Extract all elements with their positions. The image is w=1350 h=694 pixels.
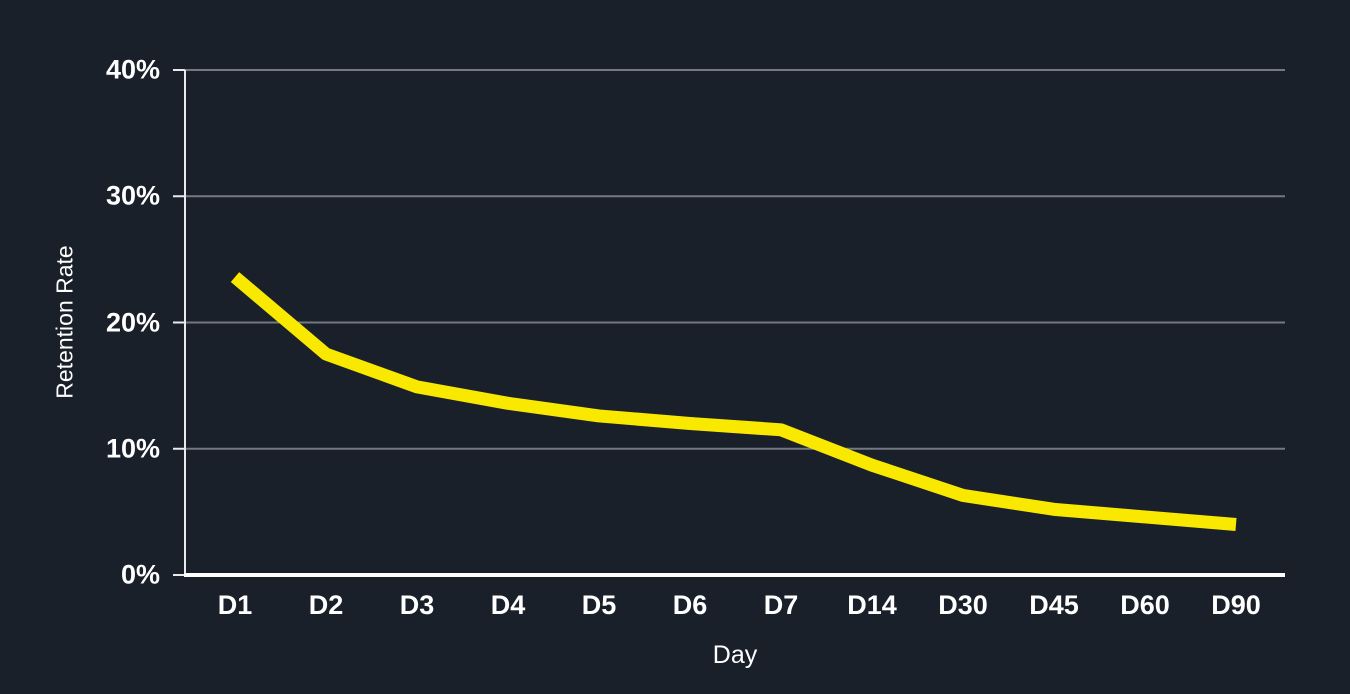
x-tick-label: D90 [1211, 590, 1261, 620]
x-tick-label: D6 [672, 590, 708, 620]
y-axis-title: Retention Rate [51, 245, 78, 399]
x-tick-label: D7 [763, 590, 799, 620]
x-axis-title: Day [712, 641, 758, 669]
x-tick-label: D14 [847, 590, 897, 620]
x-tick-label: D30 [938, 590, 988, 620]
x-tick-label: D2 [308, 590, 344, 620]
y-tick-label: 40% [105, 54, 160, 85]
x-tick-label: D5 [581, 590, 617, 620]
x-tick-label: D4 [490, 590, 526, 620]
y-tick-label: 10% [105, 433, 160, 464]
x-tick-label: D60 [1120, 590, 1170, 620]
x-tick-label: D3 [399, 590, 435, 620]
x-tick-label: D1 [217, 590, 253, 620]
y-tick-label: 0% [120, 559, 160, 590]
y-tick-label: 20% [105, 307, 160, 337]
retention-line-series [230, 272, 1237, 531]
x-tick-label: D45 [1029, 590, 1079, 620]
y-tick-label: 30% [105, 180, 160, 211]
